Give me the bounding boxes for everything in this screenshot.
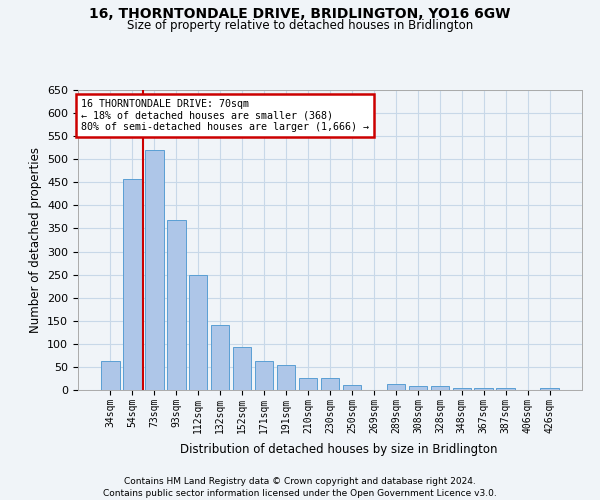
Bar xyxy=(211,326,229,390)
Bar xyxy=(101,361,119,390)
Bar xyxy=(299,378,317,390)
Bar xyxy=(167,220,185,390)
Bar xyxy=(475,388,493,390)
Text: Contains HM Land Registry data © Crown copyright and database right 2024.: Contains HM Land Registry data © Crown c… xyxy=(124,478,476,486)
Bar xyxy=(343,386,361,390)
Text: 16, THORNTONDALE DRIVE, BRIDLINGTON, YO16 6GW: 16, THORNTONDALE DRIVE, BRIDLINGTON, YO1… xyxy=(89,8,511,22)
Bar xyxy=(496,388,515,390)
Bar xyxy=(277,364,295,390)
Text: 16 THORNTONDALE DRIVE: 70sqm
← 18% of detached houses are smaller (368)
80% of s: 16 THORNTONDALE DRIVE: 70sqm ← 18% of de… xyxy=(80,99,368,132)
Bar xyxy=(123,179,142,390)
Bar xyxy=(409,386,427,390)
Bar xyxy=(386,384,405,390)
Bar xyxy=(233,347,251,390)
Bar xyxy=(145,150,164,390)
Bar xyxy=(541,388,559,390)
Bar xyxy=(255,362,274,390)
Bar xyxy=(189,274,208,390)
Y-axis label: Number of detached properties: Number of detached properties xyxy=(29,147,41,333)
Bar xyxy=(452,388,471,390)
Text: Contains public sector information licensed under the Open Government Licence v3: Contains public sector information licen… xyxy=(103,489,497,498)
Text: Size of property relative to detached houses in Bridlington: Size of property relative to detached ho… xyxy=(127,19,473,32)
Bar xyxy=(431,386,449,390)
Text: Distribution of detached houses by size in Bridlington: Distribution of detached houses by size … xyxy=(180,442,498,456)
Bar xyxy=(320,378,340,390)
